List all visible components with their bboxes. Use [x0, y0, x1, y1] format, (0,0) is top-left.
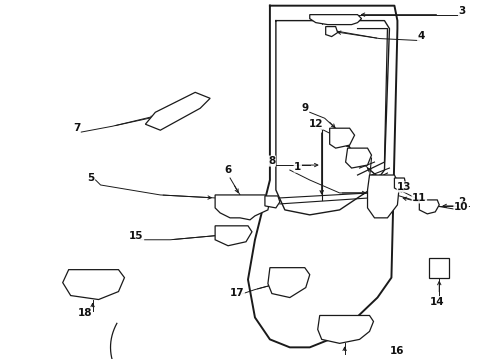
Text: 12: 12 — [309, 119, 323, 129]
Text: 9: 9 — [301, 103, 308, 113]
Polygon shape — [63, 270, 124, 300]
Polygon shape — [330, 128, 355, 148]
Polygon shape — [419, 200, 439, 214]
Polygon shape — [368, 175, 399, 218]
Polygon shape — [146, 92, 210, 130]
Text: 4: 4 — [417, 31, 425, 41]
Text: 1: 1 — [294, 162, 301, 172]
Text: 13: 13 — [397, 182, 412, 192]
Text: 2: 2 — [459, 197, 466, 207]
Text: 10: 10 — [454, 202, 468, 212]
Text: 18: 18 — [77, 309, 92, 319]
Polygon shape — [215, 226, 252, 246]
Text: 5: 5 — [87, 173, 94, 183]
Polygon shape — [318, 315, 373, 343]
Polygon shape — [326, 27, 338, 37]
Text: 14: 14 — [430, 297, 444, 306]
Polygon shape — [310, 15, 362, 24]
Text: 11: 11 — [412, 193, 427, 203]
Polygon shape — [429, 258, 449, 278]
Text: 8: 8 — [268, 156, 275, 166]
Text: 15: 15 — [129, 231, 144, 241]
Polygon shape — [345, 148, 371, 168]
Text: 3: 3 — [459, 6, 466, 15]
Text: 6: 6 — [224, 165, 232, 175]
Polygon shape — [268, 268, 310, 298]
Text: 17: 17 — [230, 288, 245, 298]
Polygon shape — [265, 196, 280, 208]
Polygon shape — [394, 178, 406, 192]
Polygon shape — [215, 195, 270, 220]
Text: 16: 16 — [390, 346, 405, 356]
Text: 7: 7 — [73, 123, 80, 133]
